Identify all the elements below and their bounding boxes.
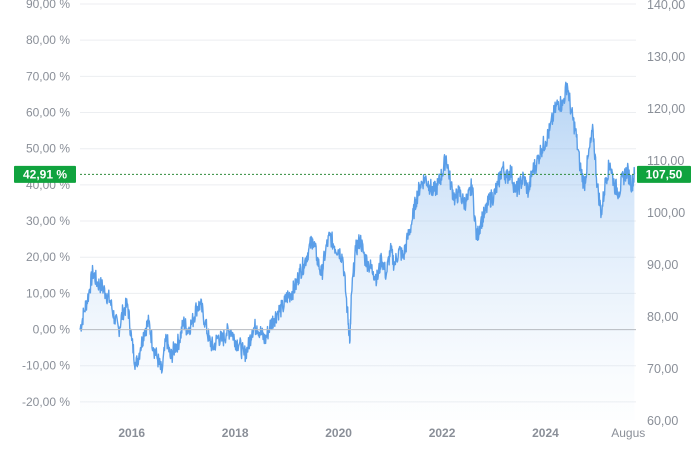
right-tick-label: 90,00 — [647, 258, 678, 272]
series-line — [79, 81, 636, 374]
right-tick-label: 140,00 — [647, 0, 685, 12]
left-tick-label: -20,00 % — [22, 395, 70, 409]
left-tick-label: 0,00 % — [33, 323, 71, 337]
left-tick-label: -10,00 % — [22, 359, 70, 373]
left-tick-label: 60,00 % — [26, 106, 70, 120]
left-tick-label: 90,00 % — [26, 0, 70, 11]
right-tick-label: 70,00 — [647, 362, 678, 376]
right-tick-label: 130,00 — [647, 50, 685, 64]
left-tick-label: 70,00 % — [26, 69, 70, 83]
right-tick-label: 80,00 — [647, 310, 678, 324]
right-tick-label: 120,00 — [647, 102, 685, 116]
x-tick-label: 2024 — [532, 426, 559, 440]
current-right-label: 107,50 — [646, 167, 683, 181]
x-tick-label: 2022 — [429, 426, 456, 440]
left-tick-label: 30,00 % — [26, 214, 70, 228]
right-tick-label: 100,00 — [647, 206, 685, 220]
left-tick-label: 20,00 % — [26, 250, 70, 264]
right-tick-label: 110,00 — [647, 154, 684, 168]
x-tick-label: 2016 — [118, 426, 145, 440]
x-tick-label: 2020 — [325, 426, 352, 440]
left-tick-label: 10,00 % — [26, 286, 70, 300]
left-tick-label: 50,00 % — [26, 142, 70, 156]
left-axis-ticks: -20,00 % -10,00 % 0,00 % 10,00 % 20,00 % 30,0… — [22, 0, 70, 409]
current-left-label: 42,91 % — [23, 167, 67, 181]
current-left-badge: 42,91 % — [14, 165, 76, 183]
x-tick-label: Augus — [611, 426, 645, 440]
current-right-badge: 107,50 — [637, 165, 691, 183]
left-tick-label: 80,00 % — [26, 33, 70, 47]
x-tick-label: 2018 — [222, 426, 249, 440]
right-tick-label: 60,00 — [647, 414, 678, 428]
right-axis-ticks: 60,00 70,00 80,00 90,00 100,00 110,00 120,00 13… — [647, 0, 685, 428]
x-axis-ticks: 2016 2018 2020 2022 2024 Augus — [118, 426, 645, 440]
